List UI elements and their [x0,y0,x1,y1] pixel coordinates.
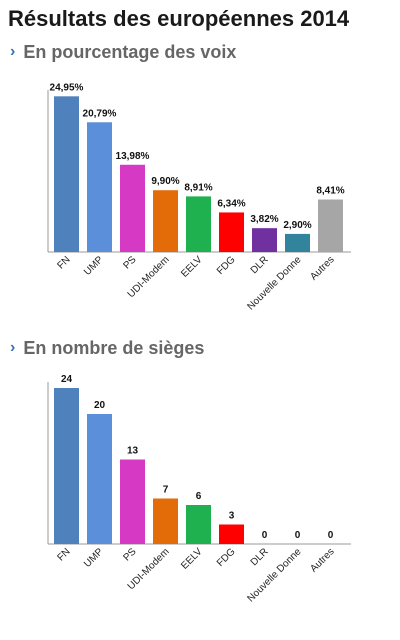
category-label-autres: Autres [308,546,336,574]
value-label-dlr: 3,82% [250,214,278,225]
value-label-eelv: 6 [196,491,202,502]
category-label-eelv: EELV [179,254,205,280]
bar-udi-modem [153,498,178,544]
value-label-udi-modem: 7 [163,485,169,496]
value-label-ump: 20,79% [83,108,117,119]
category-label-ump: UMP [82,546,106,570]
bar-dlr [252,228,277,252]
value-label-ps: 13 [127,446,139,457]
value-label-ps: 13,98% [116,151,150,162]
bar-fdg [219,212,244,252]
bar-nouvelle-donne [285,233,310,252]
page-title: Résultats des européennes 2014 [8,6,350,31]
category-label-eelv: EELV [179,546,205,572]
category-label-fn: FN [55,254,72,271]
category-label-dlr: DLR [249,254,271,276]
percentage-bar-chart: 24,95%FN20,79%UMP13,98%PS9,90%UDI-Modem8… [47,82,351,312]
category-label-fn: FN [55,546,72,563]
bar-eelv [186,505,211,544]
category-label-ps: PS [121,546,138,563]
value-label-nouvelle-donne: 0 [295,530,301,541]
bar-ump [87,414,112,544]
section-label: En nombre de sièges [23,338,205,358]
category-label-dlr: DLR [249,546,271,568]
category-label-ps: PS [121,254,138,271]
category-label-ump: UMP [82,254,106,278]
seats-bar-chart: 24FN20UMP13PS7UDI-Modem6EELV3FDG0DLR0Nou… [47,374,351,604]
value-label-autres: 8,41% [316,186,344,197]
bar-eelv [186,196,211,252]
bar-udi-modem [153,190,178,252]
chevron-right-icon: › [10,43,16,60]
value-label-ump: 20 [94,400,106,411]
value-label-fn: 24 [61,374,73,385]
bar-fn [54,388,79,544]
value-label-fn: 24,95% [50,82,84,93]
bar-ps [120,459,145,544]
section-label: En pourcentage des voix [23,42,237,62]
category-label-fdg: FDG [215,546,238,569]
bar-ump [87,122,112,252]
value-label-nouvelle-donne: 2,90% [283,220,311,231]
section-heading-seats: › En nombre de sièges [10,338,204,359]
bar-fn [54,96,79,252]
category-label-fdg: FDG [215,254,238,277]
value-label-dlr: 0 [262,530,268,541]
bar-autres [318,199,343,252]
value-label-fdg: 6,34% [217,198,245,209]
value-label-eelv: 8,91% [184,182,212,193]
category-label-autres: Autres [308,254,336,282]
value-label-fdg: 3 [229,511,235,522]
value-label-udi-modem: 9,90% [151,176,179,187]
section-heading-percentage: › En pourcentage des voix [10,42,236,63]
chevron-right-icon: › [10,339,16,356]
bar-fdg [219,524,244,544]
bar-ps [120,164,145,252]
value-label-autres: 0 [328,530,334,541]
